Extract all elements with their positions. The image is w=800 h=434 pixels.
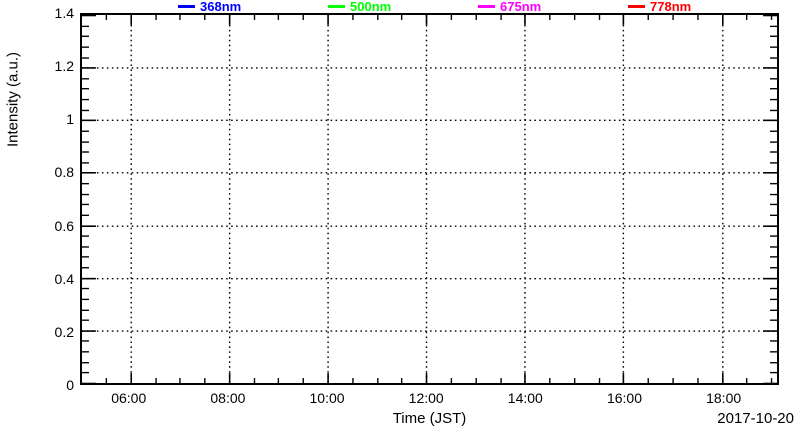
x-tick-label: 16:00 [606, 390, 643, 406]
date-stamp: 2017-10-20 [717, 410, 794, 427]
y-tick-label: 0.2 [54, 323, 74, 340]
legend-color-swatch-675nm [478, 5, 495, 8]
legend-label-675nm: 675nm [500, 0, 542, 14]
y-tick-label: 1 [66, 111, 74, 128]
x-tick-label: 12:00 [408, 390, 444, 406]
x-tick-label: 18:00 [706, 390, 742, 406]
data-series-layer [82, 15, 777, 383]
x-tick-label: 08:00 [210, 390, 246, 406]
y-tick-label: 0.6 [54, 217, 74, 234]
x-axis-title: Time (JST) [392, 410, 467, 427]
y-tick-label: 0.8 [54, 164, 74, 181]
grid-lines [82, 15, 777, 383]
legend-entry-368nm[interactable]: 368nm [178, 0, 241, 13]
y-tick-label: 0.4 [54, 270, 74, 287]
x-axis-tick-labels: 06:00 08:00 10:00 12:00 14:00 16:00 18:00 [0, 391, 800, 409]
y-tick-label: 0 [66, 377, 74, 393]
x-tick-label: 14:00 [507, 390, 543, 406]
x-tick-label: 10:00 [309, 390, 345, 406]
y-tick-label: 1.4 [54, 5, 74, 21]
legend-entry-778nm[interactable]: 778nm [628, 0, 691, 13]
plot-area [80, 13, 779, 385]
y-axis-tick-labels: 1.4 1.2 1 0.8 0.6 0.4 0.2 0 [0, 0, 74, 434]
y-axis-title: Intensity (a.u.) [4, 51, 22, 148]
legend-entry-500nm[interactable]: 500nm [328, 0, 391, 13]
legend-entry-675nm[interactable]: 675nm [478, 0, 541, 13]
x-tick-label: 06:00 [111, 390, 147, 406]
legend-color-swatch-368nm [178, 5, 195, 8]
legend-color-swatch-778nm [628, 5, 645, 8]
legend-label-368nm: 368nm [200, 0, 242, 14]
legend-label-778nm: 778nm [650, 0, 692, 14]
legend-color-swatch-500nm [328, 5, 345, 8]
y-tick-label: 1.2 [54, 58, 74, 75]
chart-legend: 368nm 500nm 675nm 778nm [80, 0, 779, 13]
legend-label-500nm: 500nm [350, 0, 392, 14]
